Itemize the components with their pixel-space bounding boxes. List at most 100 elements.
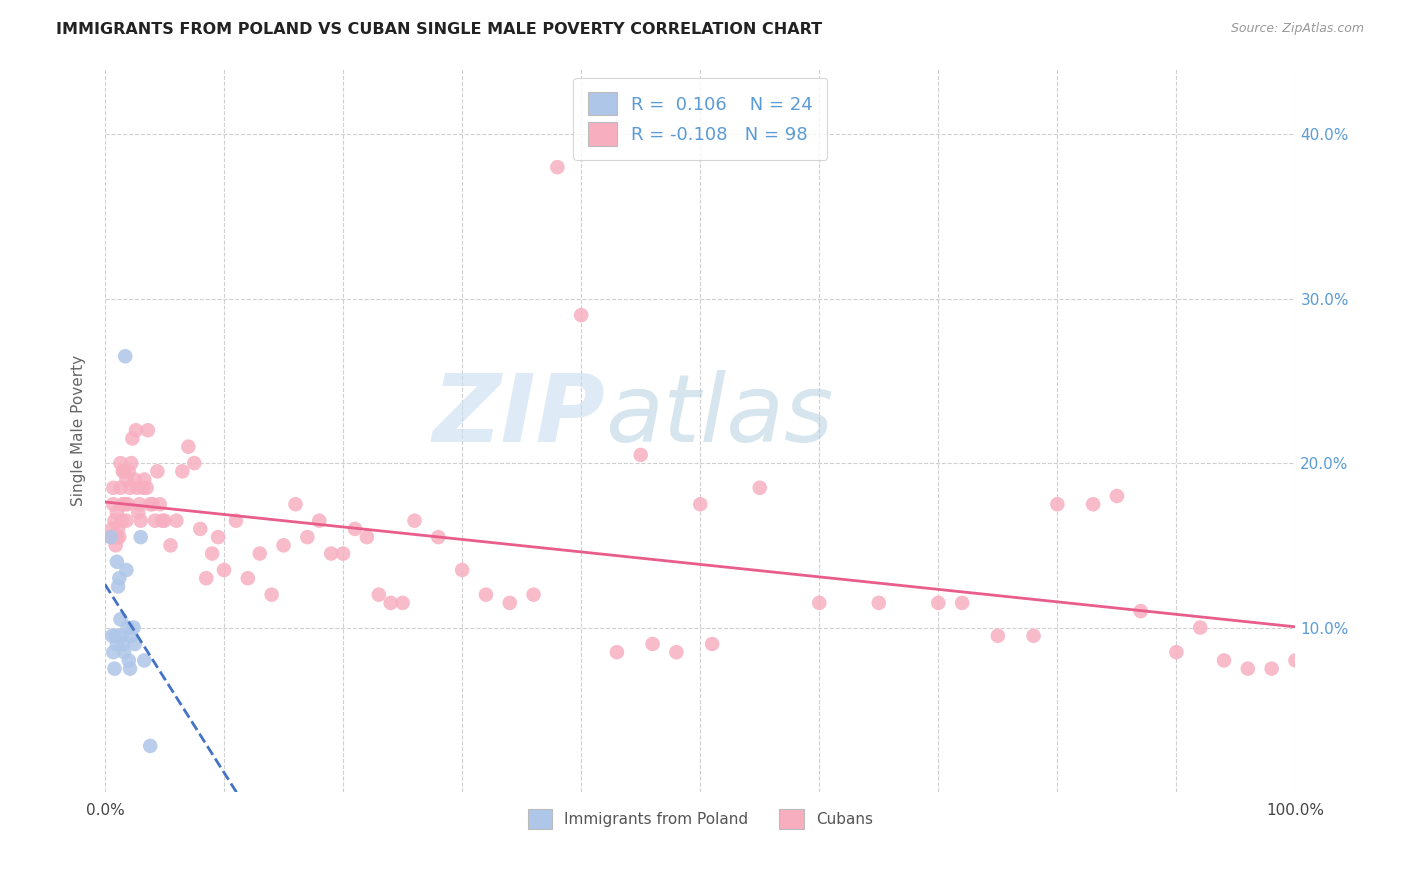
Point (260, 588, 283, 602)
Text: atlas: atlas (605, 370, 834, 461)
Point (808, 596, 831, 610)
Point (188, 522, 211, 536)
Point (356, 530, 378, 544)
Point (117, 621, 139, 635)
Point (142, 497, 165, 511)
Point (522, 588, 544, 602)
Point (108, 530, 131, 544)
Point (950, 596, 973, 610)
Point (105, 555, 128, 569)
Point (1046, 497, 1069, 511)
Point (1081, 497, 1104, 511)
Point (110, 456, 132, 470)
Point (1237, 662, 1260, 676)
Point (111, 629, 134, 643)
Point (700, 637, 723, 651)
Point (1260, 662, 1282, 676)
Point (129, 530, 152, 544)
Point (103, 481, 125, 495)
Point (606, 645, 628, 659)
Point (207, 530, 229, 544)
Point (343, 522, 366, 536)
Point (308, 514, 330, 528)
Point (1166, 645, 1188, 659)
Point (128, 497, 150, 511)
Point (165, 514, 187, 528)
Point (132, 481, 155, 495)
Text: Source: ZipAtlas.com: Source: ZipAtlas.com (1230, 22, 1364, 36)
Point (427, 530, 450, 544)
Point (367, 588, 389, 602)
Point (391, 596, 413, 610)
Y-axis label: Single Male Poverty: Single Male Poverty (72, 355, 86, 506)
Point (103, 514, 125, 528)
Point (112, 464, 135, 478)
Point (641, 637, 664, 651)
Point (108, 571, 131, 585)
Point (127, 505, 149, 519)
Point (212, 563, 235, 577)
Point (103, 645, 125, 659)
Point (475, 588, 498, 602)
Point (225, 514, 247, 528)
Point (1189, 621, 1212, 635)
Point (236, 571, 259, 585)
Point (100, 530, 122, 544)
Point (115, 563, 138, 577)
Point (153, 514, 176, 528)
Point (122, 621, 145, 635)
Point (110, 481, 132, 495)
Legend: Immigrants from Poland, Cubans: Immigrants from Poland, Cubans (522, 803, 879, 835)
Point (115, 514, 138, 528)
Point (451, 563, 474, 577)
Point (111, 514, 134, 528)
Point (127, 481, 149, 495)
Point (249, 547, 271, 561)
Point (159, 538, 181, 552)
Point (118, 653, 141, 667)
Point (107, 579, 129, 593)
Point (114, 497, 136, 511)
Point (135, 481, 157, 495)
Point (380, 596, 402, 610)
Point (112, 645, 135, 659)
Text: ZIP: ZIP (432, 370, 605, 462)
Point (114, 349, 136, 363)
Point (136, 423, 159, 437)
Point (124, 637, 146, 651)
Point (177, 440, 200, 454)
Point (273, 538, 295, 552)
Point (1213, 653, 1236, 667)
Point (111, 464, 134, 478)
Point (129, 514, 152, 528)
Point (103, 662, 125, 676)
Point (546, 160, 568, 174)
Point (111, 637, 134, 651)
Text: IMMIGRANTS FROM POLAND VS CUBAN SINGLE MALE POVERTY CORRELATION CHART: IMMIGRANTS FROM POLAND VS CUBAN SINGLE M… (56, 22, 823, 37)
Point (104, 629, 127, 643)
Point (121, 432, 143, 446)
Point (630, 448, 652, 462)
Point (120, 456, 142, 470)
Point (103, 497, 125, 511)
Point (143, 514, 166, 528)
Point (134, 653, 156, 667)
Point (569, 308, 592, 322)
Point (201, 547, 224, 561)
Point (107, 522, 129, 536)
Point (1022, 629, 1045, 643)
Point (105, 637, 128, 651)
Point (665, 645, 688, 659)
Point (139, 739, 162, 753)
Point (1284, 653, 1306, 667)
Point (103, 530, 125, 544)
Point (183, 456, 205, 470)
Point (134, 473, 156, 487)
Point (118, 464, 141, 478)
Point (105, 530, 128, 544)
Point (332, 547, 354, 561)
Point (118, 481, 141, 495)
Point (404, 514, 426, 528)
Point (105, 505, 128, 519)
Point (111, 497, 134, 511)
